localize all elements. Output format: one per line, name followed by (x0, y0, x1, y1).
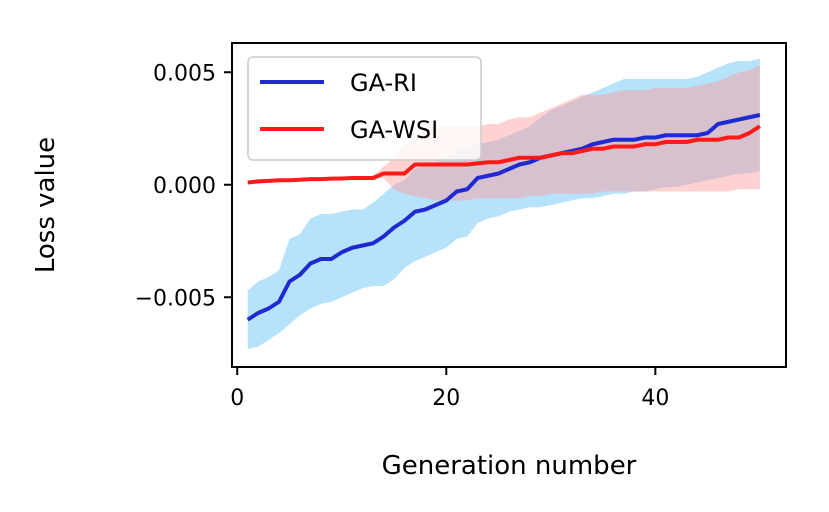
legend-label-ga-wsi: GA-WSI (350, 116, 438, 144)
x-tick-label: 20 (432, 386, 460, 411)
series-lines (246, 113, 761, 322)
y-tick-label: 0.000 (153, 174, 216, 199)
band-ga-wsi (247, 65, 760, 201)
y-tick-label: 0.005 (153, 61, 216, 86)
y-axis-ticks: −0.005 0.000 0.005 (135, 61, 232, 311)
line-ga-wsi (247, 124, 761, 185)
x-tick-label: 40 (641, 386, 669, 411)
legend-label-ga-ri: GA-RI (350, 69, 417, 97)
y-axis-label: Loss value (31, 137, 61, 273)
x-axis-label: Generation number (382, 451, 637, 481)
legend: GA-RI GA-WSI (247, 56, 482, 161)
plot-frame (231, 42, 787, 368)
y-tick-label: −0.005 (135, 286, 216, 311)
x-axis-ticks: 0 20 40 (230, 367, 669, 411)
confidence-bands (247, 58, 760, 349)
band-ga-ri (247, 58, 760, 349)
line-ga-ri (246, 113, 761, 322)
x-tick-label: 0 (230, 386, 244, 411)
